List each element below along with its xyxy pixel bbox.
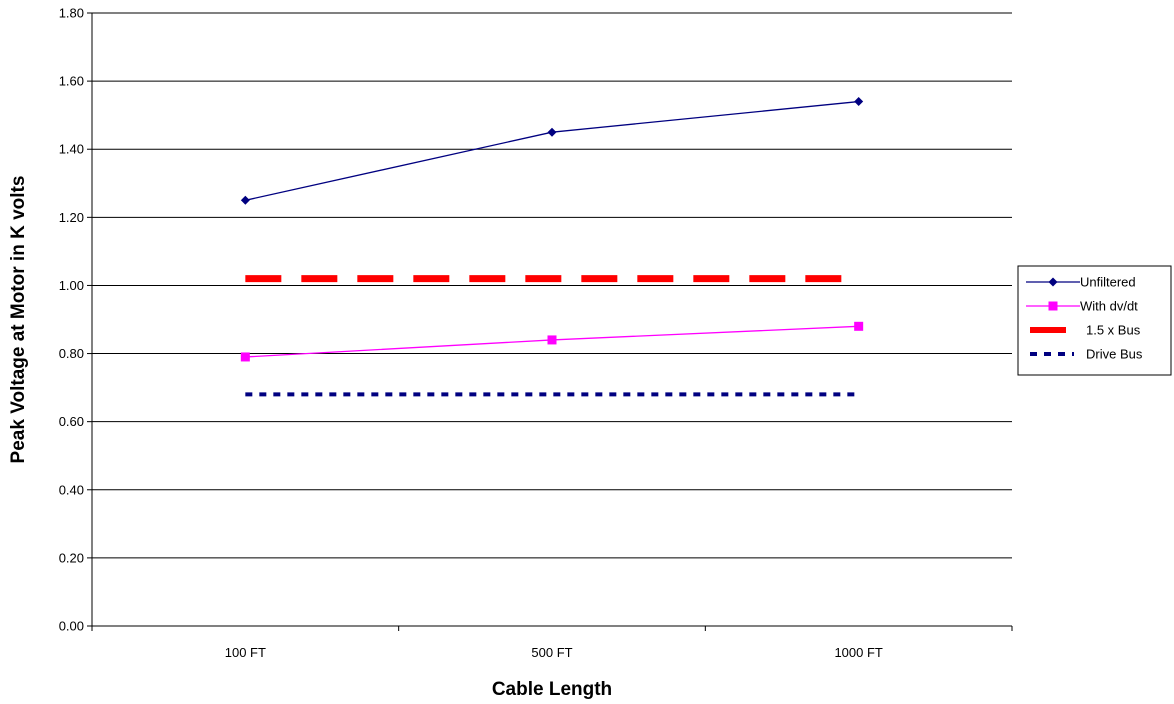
y-tick-labels: 0.00 0.20 0.40 0.60 0.80 1.00 1.20 1.40 1.60 1.80 <box>59 6 84 634</box>
y-tick-label: 1.80 <box>59 6 84 21</box>
axes <box>87 12 1013 631</box>
series-line <box>245 100 859 201</box>
x-tick-label: 100 FT <box>225 645 266 660</box>
data-point-diamond <box>547 127 557 137</box>
legend-box <box>1017 265 1172 376</box>
y-tick-label: 0.60 <box>59 414 84 429</box>
legend-label: Drive Bus <box>1086 347 1143 362</box>
y-tick-label: 0.40 <box>59 482 84 497</box>
data-point-diamond <box>240 195 250 205</box>
data-point-diamond <box>1048 277 1058 287</box>
data-point-diamond <box>854 97 864 107</box>
legend-label: Unfiltered <box>1080 275 1136 290</box>
series <box>240 97 864 397</box>
x-tick-label: 500 FT <box>531 645 572 660</box>
y-tick-label: 1.60 <box>59 74 84 89</box>
gridlines <box>92 12 1012 559</box>
y-tick-label: 0.00 <box>59 619 84 634</box>
x-tick-labels: 100 FT 500 FT 1000 FT <box>225 645 883 660</box>
data-point-square <box>547 335 557 345</box>
legend-label: With dv/dt <box>1080 299 1138 314</box>
legend: Unfiltered With dv/dt 1.5 x Bus Drive Bus <box>1017 265 1172 376</box>
y-tick-label: 1.00 <box>59 278 84 293</box>
y-tick-label: 1.40 <box>59 142 84 157</box>
y-tick-label: 0.20 <box>59 550 84 565</box>
y-tick-label: 1.20 <box>59 210 84 225</box>
y-tick-label: 0.80 <box>59 346 84 361</box>
data-point-square <box>1048 301 1058 311</box>
x-axis-title: Cable Length <box>492 679 612 700</box>
y-axis-title: Peak Voltage at Motor in K volts <box>8 176 29 464</box>
legend-label: 1.5 x Bus <box>1086 323 1141 338</box>
x-tick-label: 1000 FT <box>834 645 882 660</box>
data-point-square <box>240 352 250 362</box>
data-point-square <box>854 321 864 331</box>
